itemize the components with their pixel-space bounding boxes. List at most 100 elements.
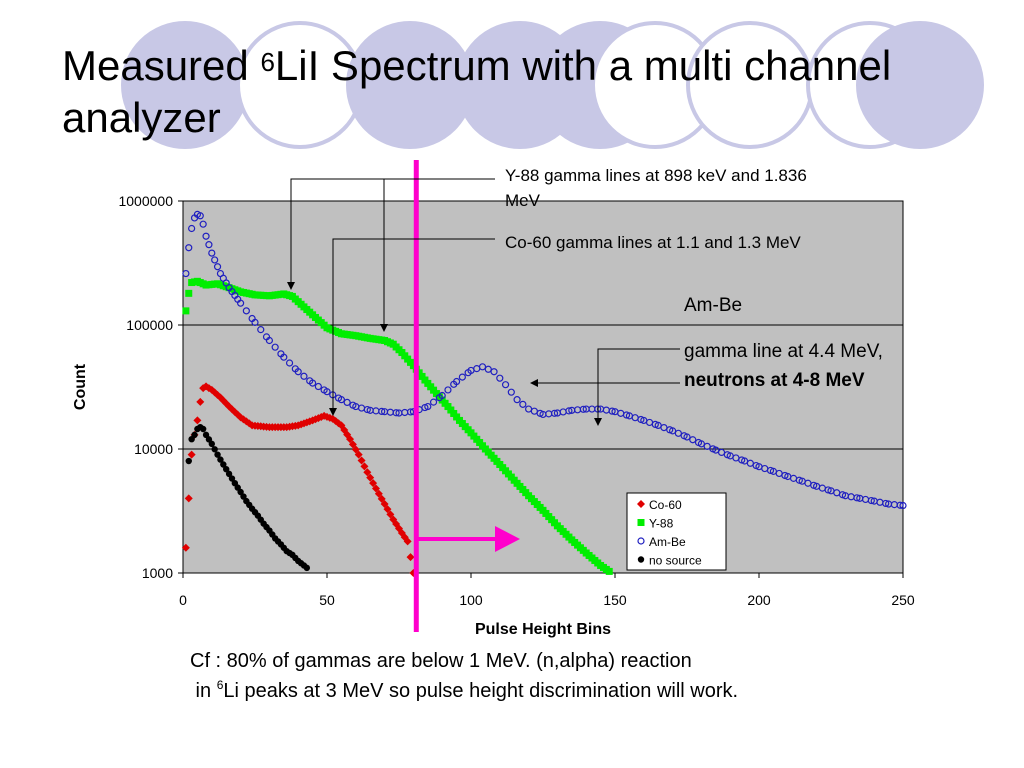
data-point xyxy=(220,461,227,468)
data-point xyxy=(196,397,205,406)
caption-line-2: in 6Li peaks at 3 MeV so pulse height di… xyxy=(190,678,739,703)
data-point xyxy=(392,409,400,417)
data-point xyxy=(501,381,510,389)
data-point xyxy=(386,510,395,519)
data-point xyxy=(228,475,236,482)
data-point xyxy=(185,244,193,252)
data-point xyxy=(403,537,412,546)
data-point xyxy=(899,501,907,510)
data-point xyxy=(565,407,573,415)
data-point xyxy=(458,373,466,381)
series-no-source xyxy=(185,423,311,572)
data-point xyxy=(608,407,616,415)
data-point xyxy=(337,396,345,404)
data-point xyxy=(202,232,210,240)
data-point xyxy=(237,299,245,307)
data-point xyxy=(366,473,375,482)
data-point xyxy=(242,307,250,315)
title-superscript: 6 xyxy=(260,47,275,77)
data-point xyxy=(214,451,221,458)
data-point xyxy=(383,505,392,514)
data-point xyxy=(882,499,890,508)
series-co-60 xyxy=(181,382,418,577)
data-point xyxy=(285,359,294,367)
data-point xyxy=(550,409,559,417)
data-point xyxy=(265,336,273,345)
data-point xyxy=(185,289,193,297)
y88-arrow-1 xyxy=(287,282,295,290)
page-title: Measured 6LiI Spectrum with a multi chan… xyxy=(62,40,962,144)
data-point xyxy=(853,494,861,502)
data-point xyxy=(343,398,351,407)
gamma44-arrow xyxy=(594,418,602,426)
data-point xyxy=(867,496,875,505)
annotation-y88-line2: MeV xyxy=(505,191,541,210)
data-point xyxy=(280,353,288,361)
caption-prefix: in xyxy=(190,680,217,702)
data-point xyxy=(378,407,386,416)
data-point xyxy=(182,269,190,278)
data-point xyxy=(374,489,383,498)
annotation-gamma44: gamma line at 4.4 MeV, xyxy=(684,341,883,362)
legend-marker xyxy=(637,519,645,526)
data-point xyxy=(354,450,363,459)
data-point xyxy=(237,488,244,496)
caption-line-1: Cf : 80% of gammas are below 1 MeV. (n,a… xyxy=(190,650,692,672)
caption-rest: Li peaks at 3 MeV so pulse height discri… xyxy=(223,680,739,702)
title-rest: LiI Spectrum with a multi channel analyz… xyxy=(62,42,892,141)
data-point xyxy=(205,241,213,249)
annotation-co60: Co-60 gamma lines at 1.1 and 1.3 MeV xyxy=(505,233,801,252)
data-point xyxy=(225,470,233,478)
data-point xyxy=(490,368,498,376)
data-point xyxy=(348,440,357,449)
data-point xyxy=(418,372,426,380)
data-point xyxy=(406,408,415,416)
legend-marker xyxy=(637,556,645,563)
data-point xyxy=(309,379,317,387)
data-point xyxy=(184,494,193,503)
data-point xyxy=(424,402,432,411)
data-point xyxy=(351,445,360,454)
data-point xyxy=(689,436,697,444)
data-point xyxy=(294,368,302,376)
legend-label: Am-Be xyxy=(649,535,686,549)
data-point xyxy=(257,326,265,334)
co60-arrow xyxy=(329,408,337,416)
data-point xyxy=(251,318,259,326)
data-point xyxy=(199,425,207,433)
annotation-ambe: Am-Be xyxy=(684,295,742,316)
data-point xyxy=(668,427,677,435)
legend-box xyxy=(626,492,727,571)
y-tick-label: 1000 xyxy=(142,565,173,581)
data-point xyxy=(896,501,904,509)
data-point xyxy=(674,429,682,437)
y88-leader-1 xyxy=(290,178,495,283)
data-point xyxy=(303,564,311,572)
data-point xyxy=(193,416,202,425)
data-point xyxy=(377,494,386,503)
data-point xyxy=(191,431,198,439)
legend-label: no source xyxy=(649,554,702,568)
data-point xyxy=(697,440,706,448)
data-point xyxy=(363,405,371,414)
data-point xyxy=(199,220,207,228)
data-point xyxy=(211,446,218,453)
data-point xyxy=(196,212,204,220)
data-point xyxy=(188,224,196,233)
y-tick-label: 100000 xyxy=(126,317,173,333)
data-point xyxy=(187,450,196,459)
title-prefix: Measured xyxy=(62,42,261,89)
data-point xyxy=(346,435,355,444)
data-point xyxy=(371,484,380,493)
data-point xyxy=(429,398,438,406)
data-point xyxy=(300,372,308,380)
x-tick-label: 0 xyxy=(179,592,187,608)
y-tick-label: 1000000 xyxy=(118,193,173,209)
data-point xyxy=(478,363,487,371)
x-axis-label: Pulse Height Bins xyxy=(475,621,611,638)
y88-arrow-2 xyxy=(380,324,388,332)
annotation-y88: Y-88 gamma lines at 898 keV and 1.836 xyxy=(505,166,807,185)
data-point xyxy=(208,249,216,257)
data-point xyxy=(438,391,446,400)
